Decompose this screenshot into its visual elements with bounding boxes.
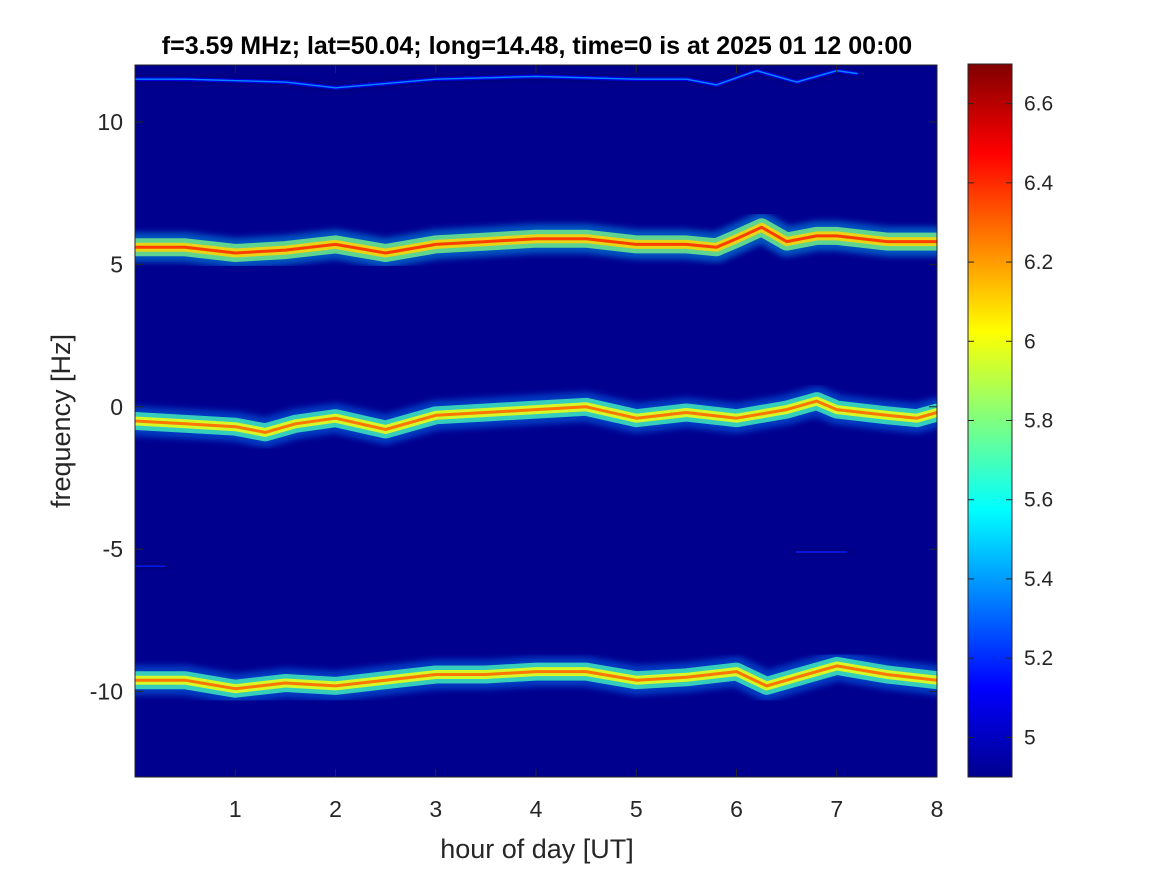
y-axis-ticks: -10 -5 0 5 10 bbox=[90, 109, 937, 705]
colorbar-tick-label: 6.4 bbox=[1024, 172, 1054, 195]
chart-title: f=3.59 MHz; lat=50.04; long=14.48, time=… bbox=[162, 32, 912, 60]
colorbar-ticks: 5 5.2 5.4 5.6 5.8 6 6.2 6.4 6.6 bbox=[968, 93, 1054, 749]
colorbar-tick-label: 6.6 bbox=[1024, 93, 1053, 116]
x-tick-label: 2 bbox=[329, 796, 342, 822]
colorbar-tick-label: 5.6 bbox=[1024, 489, 1053, 512]
colorbar-tick-label: 6.2 bbox=[1024, 251, 1053, 274]
x-axis-label: hour of day [UT] bbox=[440, 834, 634, 864]
colorbar-tick-label: 5 bbox=[1024, 726, 1036, 749]
spectral-band-2 bbox=[135, 386, 937, 448]
colorbar-tick-label: 6 bbox=[1024, 330, 1036, 353]
x-tick-label: 7 bbox=[830, 796, 843, 822]
plot-area bbox=[134, 64, 938, 778]
x-tick-label: 3 bbox=[429, 796, 442, 822]
x-tick-label: 8 bbox=[931, 796, 944, 822]
colorbar-tick-label: 5.4 bbox=[1024, 568, 1054, 591]
x-tick-label: 6 bbox=[730, 796, 743, 822]
spectral-band-1 bbox=[135, 212, 937, 268]
y-axis-label: frequency [Hz] bbox=[46, 334, 76, 508]
y-tick-label: -10 bbox=[90, 679, 123, 705]
spectral-bands bbox=[135, 65, 937, 704]
x-tick-label: 4 bbox=[530, 796, 543, 822]
colorbar: 5 5.2 5.4 5.6 5.8 6 6.2 6.4 6.6 bbox=[967, 63, 1054, 778]
x-tick-label: 1 bbox=[229, 796, 242, 822]
y-tick-label: 10 bbox=[97, 109, 123, 135]
y-tick-label: -5 bbox=[103, 536, 123, 562]
spectral-band-3 bbox=[135, 650, 937, 704]
y-tick-label: 0 bbox=[110, 394, 123, 420]
x-axis-ticks: 1 2 3 4 5 6 7 8 bbox=[229, 65, 944, 822]
spectral-band-4 bbox=[135, 65, 864, 95]
colorbar-tick-label: 5.8 bbox=[1024, 410, 1053, 433]
colorbar-gradient bbox=[968, 64, 1012, 777]
colorbar-tick-label: 5.2 bbox=[1024, 647, 1053, 670]
x-tick-label: 5 bbox=[630, 796, 643, 822]
y-tick-label: 5 bbox=[110, 251, 123, 277]
